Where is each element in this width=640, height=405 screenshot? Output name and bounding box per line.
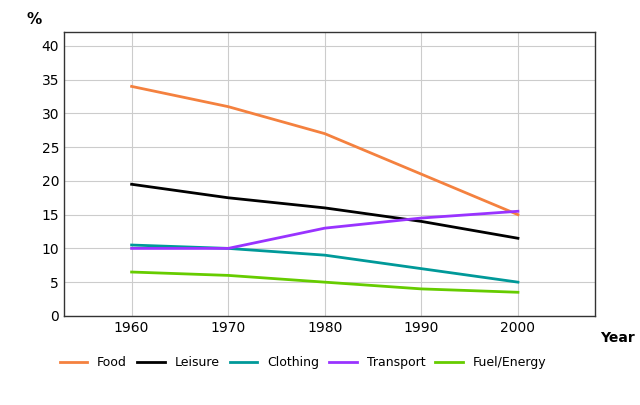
- Food: [321, 131, 328, 136]
- Food: [225, 104, 232, 109]
- Line: Transport: Transport: [132, 211, 518, 248]
- Food: [514, 212, 522, 217]
- Fuel/Energy: [417, 286, 425, 291]
- Leisure: [321, 205, 328, 210]
- Leisure: [514, 236, 522, 241]
- Legend: Food, Leisure, Clothing, Transport, Fuel/Energy: Food, Leisure, Clothing, Transport, Fuel…: [60, 356, 547, 369]
- Food: [417, 172, 425, 177]
- Line: Clothing: Clothing: [132, 245, 518, 282]
- Transport: [225, 246, 232, 251]
- Transport: [514, 209, 522, 214]
- Clothing: [514, 280, 522, 285]
- Line: Leisure: Leisure: [132, 184, 518, 238]
- Fuel/Energy: [321, 280, 328, 285]
- Food: [128, 84, 136, 89]
- Line: Food: Food: [132, 86, 518, 215]
- Line: Fuel/Energy: Fuel/Energy: [132, 272, 518, 292]
- Fuel/Energy: [514, 290, 522, 295]
- Leisure: [417, 219, 425, 224]
- Clothing: [225, 246, 232, 251]
- Fuel/Energy: [225, 273, 232, 278]
- Transport: [417, 215, 425, 220]
- Clothing: [417, 266, 425, 271]
- Clothing: [128, 243, 136, 247]
- Leisure: [128, 182, 136, 187]
- Clothing: [321, 253, 328, 258]
- Text: %: %: [27, 12, 42, 27]
- Fuel/Energy: [128, 270, 136, 275]
- Transport: [128, 246, 136, 251]
- Text: Year: Year: [600, 331, 636, 345]
- Transport: [321, 226, 328, 230]
- Leisure: [225, 195, 232, 200]
